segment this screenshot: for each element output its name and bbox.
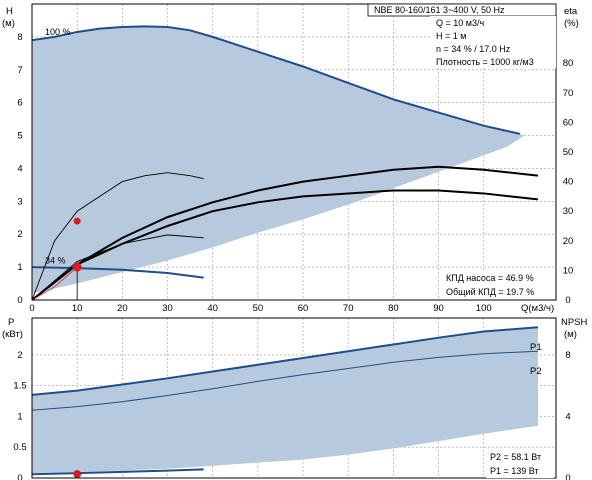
head-series-3 xyxy=(31,165,539,301)
duty-info-box xyxy=(430,16,556,68)
eta-axis-unit: (%) xyxy=(564,18,579,29)
flow-tick-label: 70 xyxy=(343,303,354,314)
eta-tick-label: 30 xyxy=(563,206,574,217)
power-axis-unit: (кВт) xyxy=(2,329,23,340)
head-tick-label: 7 xyxy=(17,65,22,76)
power-points-group xyxy=(73,470,82,479)
p2-curve-label: P2 xyxy=(530,366,542,377)
head-plot-frame xyxy=(31,3,557,301)
head-series-1 xyxy=(31,266,204,279)
pump-header: NBE 80-160/161 3~400 V, 50 Hz xyxy=(374,5,505,15)
power-tick-label: 0.5 xyxy=(13,442,26,453)
flow-x-ticks: 0 10 20 30 40 50 60 70 80 90 100 xyxy=(29,303,491,314)
system-curve xyxy=(31,266,78,301)
speed-curve-label: 100 % xyxy=(45,27,71,37)
flow-tick-label: 20 xyxy=(117,303,128,314)
head-tick-label: 6 xyxy=(17,98,22,109)
efficiency-box xyxy=(440,270,554,298)
head-series-2 xyxy=(31,172,204,301)
head-series-group xyxy=(31,25,539,301)
eta-tick-label: 80 xyxy=(563,58,574,69)
p1-value: P1 = 139 Вт xyxy=(490,466,539,476)
head-series-5 xyxy=(31,189,539,301)
power-values-box xyxy=(486,450,554,478)
operating-point-1 xyxy=(72,262,82,272)
npsh-tick-label: 4 xyxy=(565,411,570,422)
power-tick-label: 2 xyxy=(17,350,22,361)
flow-tick-label: 60 xyxy=(298,303,309,314)
head-axis-label: H xyxy=(6,6,13,17)
head-y-ticks: 0 1 2 3 4 5 6 7 8 xyxy=(17,32,22,306)
eta-tick-label: 70 xyxy=(563,88,574,99)
head-tick-label: 0 xyxy=(17,295,22,306)
flow-tick-label: 100 xyxy=(476,303,492,314)
head-tick-label: 1 xyxy=(17,262,22,273)
power-series-group xyxy=(31,326,539,476)
eta-tick-label: 10 xyxy=(563,265,574,276)
duty-head: H = 1 м xyxy=(436,31,466,41)
series-labels: 100 % 34 % xyxy=(45,27,71,266)
duty-flow: Q = 10 м3/ч xyxy=(436,18,484,28)
eta-tick-label: 0 xyxy=(565,295,570,306)
eta-tick-label: 50 xyxy=(563,147,574,158)
power-series-2 xyxy=(31,468,204,476)
power-tick-label: 0 xyxy=(17,473,22,480)
head-axis-unit: (м) xyxy=(2,18,15,29)
head-tick-label: 8 xyxy=(17,32,22,43)
total-efficiency: Общий КПД = 19.7 % xyxy=(446,287,534,297)
power-tick-label: 1 xyxy=(17,411,22,422)
eta-y-ticks: 0 10 20 30 40 50 60 70 80 xyxy=(563,58,574,306)
power-operating-point-0 xyxy=(73,470,82,479)
npsh-tick-label: 8 xyxy=(565,350,570,361)
npsh-axis-unit: (м) xyxy=(564,329,577,340)
flow-tick-label: 40 xyxy=(207,303,218,314)
flow-tick-label: 50 xyxy=(253,303,264,314)
flow-tick-label: 90 xyxy=(433,303,444,314)
flow-axis-label: Q(м3/ч) xyxy=(521,303,554,314)
head-operating-envelope xyxy=(32,26,525,294)
npsh-y-ticks: 0 4 8 xyxy=(565,350,570,480)
power-series-0 xyxy=(31,326,539,396)
eta-tick-label: 20 xyxy=(563,236,574,247)
p1-curve-label: P1 xyxy=(530,342,542,353)
speed-curve-label: 34 % xyxy=(45,255,66,265)
pump-efficiency: КПД насоса = 46.9 % xyxy=(446,273,534,283)
p2-value: P2 = 58.1 Вт xyxy=(490,452,541,462)
power-series-1 xyxy=(31,350,538,411)
eta-axis-label: eta xyxy=(564,6,578,17)
eta-tick-label: 40 xyxy=(563,177,574,188)
flow-tick-label: 0 xyxy=(29,303,34,314)
head-tick-label: 5 xyxy=(17,131,22,142)
npsh-tick-label: 0 xyxy=(565,473,570,480)
duty-speed: n = 34 % / 17.0 Hz xyxy=(436,44,511,54)
power-operating-envelope xyxy=(32,327,538,474)
eta-tick-label: 60 xyxy=(563,117,574,128)
power-tick-label: 1.5 xyxy=(13,381,26,392)
head-tick-label: 4 xyxy=(17,163,22,174)
head-tick-label: 2 xyxy=(17,229,22,240)
power-y-ticks: 0 0.5 1 1.5 2 xyxy=(13,350,26,480)
head-tick-label: 3 xyxy=(17,196,22,207)
duty-density: Плотность = 1000 кг/м3 xyxy=(436,57,534,67)
flow-tick-label: 30 xyxy=(162,303,173,314)
operating-point-0 xyxy=(73,217,81,225)
head-points-group xyxy=(72,217,82,300)
power-axis-label: P xyxy=(8,317,14,328)
npsh-axis-label: NPSH xyxy=(561,317,588,328)
power-panel: P (кВт) NPSH (м) 0 0.5 1 1.5 2 0 4 8 P1 P2 P2 … xyxy=(2,317,588,480)
power-plot-frame xyxy=(31,317,557,479)
head-series-0 xyxy=(31,25,521,135)
flow-tick-label: 80 xyxy=(388,303,399,314)
head-panel: H (м) eta (%) Q(м3/ч) 0 1 2 3 4 5 6 7 8 0 10 20 30 4… xyxy=(2,3,579,314)
flow-tick-label: 10 xyxy=(72,303,83,314)
